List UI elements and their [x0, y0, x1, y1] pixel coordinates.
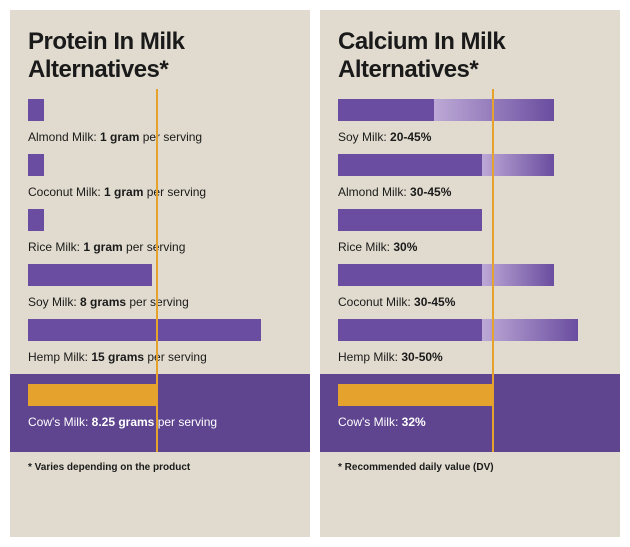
calcium-row-label: Rice Milk: 30% — [338, 240, 602, 254]
calcium-row: Soy Milk: 20-45% — [338, 99, 602, 154]
calcium-bar-wrap — [338, 154, 602, 176]
calcium-row: Almond Milk: 30-45% — [338, 154, 602, 209]
calcium-bar-min — [338, 319, 482, 341]
protein-cow-band: Cow's Milk: 8.25 grams per serving — [10, 374, 310, 452]
protein-row-label: Almond Milk: 1 gram per serving — [28, 130, 292, 144]
calcium-cow-label: Cow's Milk: 32% — [338, 415, 602, 429]
calcium-row-label: Hemp Milk: 30-50% — [338, 350, 602, 364]
calcium-rows: Soy Milk: 20-45% Almond Milk: 30-45% Rice … — [338, 99, 602, 374]
calcium-bar-wrap — [338, 99, 602, 121]
calcium-bar-wrap — [338, 209, 602, 231]
protein-reference-line — [156, 89, 158, 452]
calcium-bar-min — [338, 154, 482, 176]
calcium-row-label: Almond Milk: 30-45% — [338, 185, 602, 199]
calcium-bar-min — [338, 264, 482, 286]
calcium-row: Rice Milk: 30% — [338, 209, 602, 264]
calcium-bar-min — [338, 99, 434, 121]
protein-cow-label: Cow's Milk: 8.25 grams per serving — [28, 415, 292, 429]
protein-panel: Protein In Milk Alternatives* Almond Mil… — [10, 10, 310, 537]
protein-row-label: Soy Milk: 8 grams per serving — [28, 295, 292, 309]
protein-row-label: Coconut Milk: 1 gram per serving — [28, 185, 292, 199]
calcium-row: Coconut Milk: 30-45% — [338, 264, 602, 319]
calcium-title: Calcium In Milk Alternatives* — [338, 28, 602, 83]
protein-bar-wrap — [28, 319, 292, 341]
protein-bar — [28, 154, 44, 176]
calcium-footnote: * Recommended daily value (DV) — [338, 462, 494, 473]
protein-row: Hemp Milk: 15 grams per serving — [28, 319, 292, 374]
protein-row: Soy Milk: 8 grams per serving — [28, 264, 292, 319]
calcium-row-label: Soy Milk: 20-45% — [338, 130, 602, 144]
protein-bar — [28, 99, 44, 121]
protein-bar — [28, 264, 152, 286]
calcium-cow-bar — [338, 384, 492, 406]
protein-row: Coconut Milk: 1 gram per serving — [28, 154, 292, 209]
calcium-panel: Calcium In Milk Alternatives* Soy Milk: … — [320, 10, 620, 537]
protein-bar-wrap — [28, 154, 292, 176]
calcium-bar-wrap — [338, 264, 602, 286]
calcium-bar-wrap — [338, 319, 602, 341]
calcium-bar-min — [338, 209, 482, 231]
calcium-row-label: Coconut Milk: 30-45% — [338, 295, 602, 309]
calcium-bar-range — [434, 99, 554, 121]
protein-cow-bar — [28, 384, 156, 406]
protein-row-label: Rice Milk: 1 gram per serving — [28, 240, 292, 254]
protein-bar-wrap — [28, 99, 292, 121]
calcium-row: Hemp Milk: 30-50% — [338, 319, 602, 374]
protein-row-label: Hemp Milk: 15 grams per serving — [28, 350, 292, 364]
calcium-reference-line — [492, 89, 494, 452]
protein-footnote: * Varies depending on the product — [28, 462, 190, 473]
protein-row: Almond Milk: 1 gram per serving — [28, 99, 292, 154]
calcium-bar-range — [482, 319, 578, 341]
protein-rows: Almond Milk: 1 gram per serving Coconut M… — [28, 99, 292, 374]
protein-title: Protein In Milk Alternatives* — [28, 28, 292, 83]
protein-bar-wrap — [28, 209, 292, 231]
protein-row: Rice Milk: 1 gram per serving — [28, 209, 292, 264]
protein-bar — [28, 319, 261, 341]
protein-bar — [28, 209, 44, 231]
calcium-cow-band: Cow's Milk: 32% — [320, 374, 620, 452]
protein-bar-wrap — [28, 264, 292, 286]
